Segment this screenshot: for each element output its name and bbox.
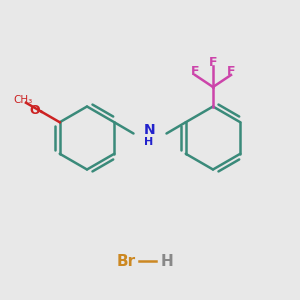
Text: H: H xyxy=(161,254,174,268)
Text: H: H xyxy=(144,137,153,147)
Text: N: N xyxy=(144,124,156,137)
Text: F: F xyxy=(209,56,217,70)
Text: Br: Br xyxy=(116,254,136,268)
Text: CH₃: CH₃ xyxy=(13,95,33,105)
Text: F: F xyxy=(227,65,235,79)
Text: O: O xyxy=(30,104,40,117)
Text: F: F xyxy=(191,65,199,79)
